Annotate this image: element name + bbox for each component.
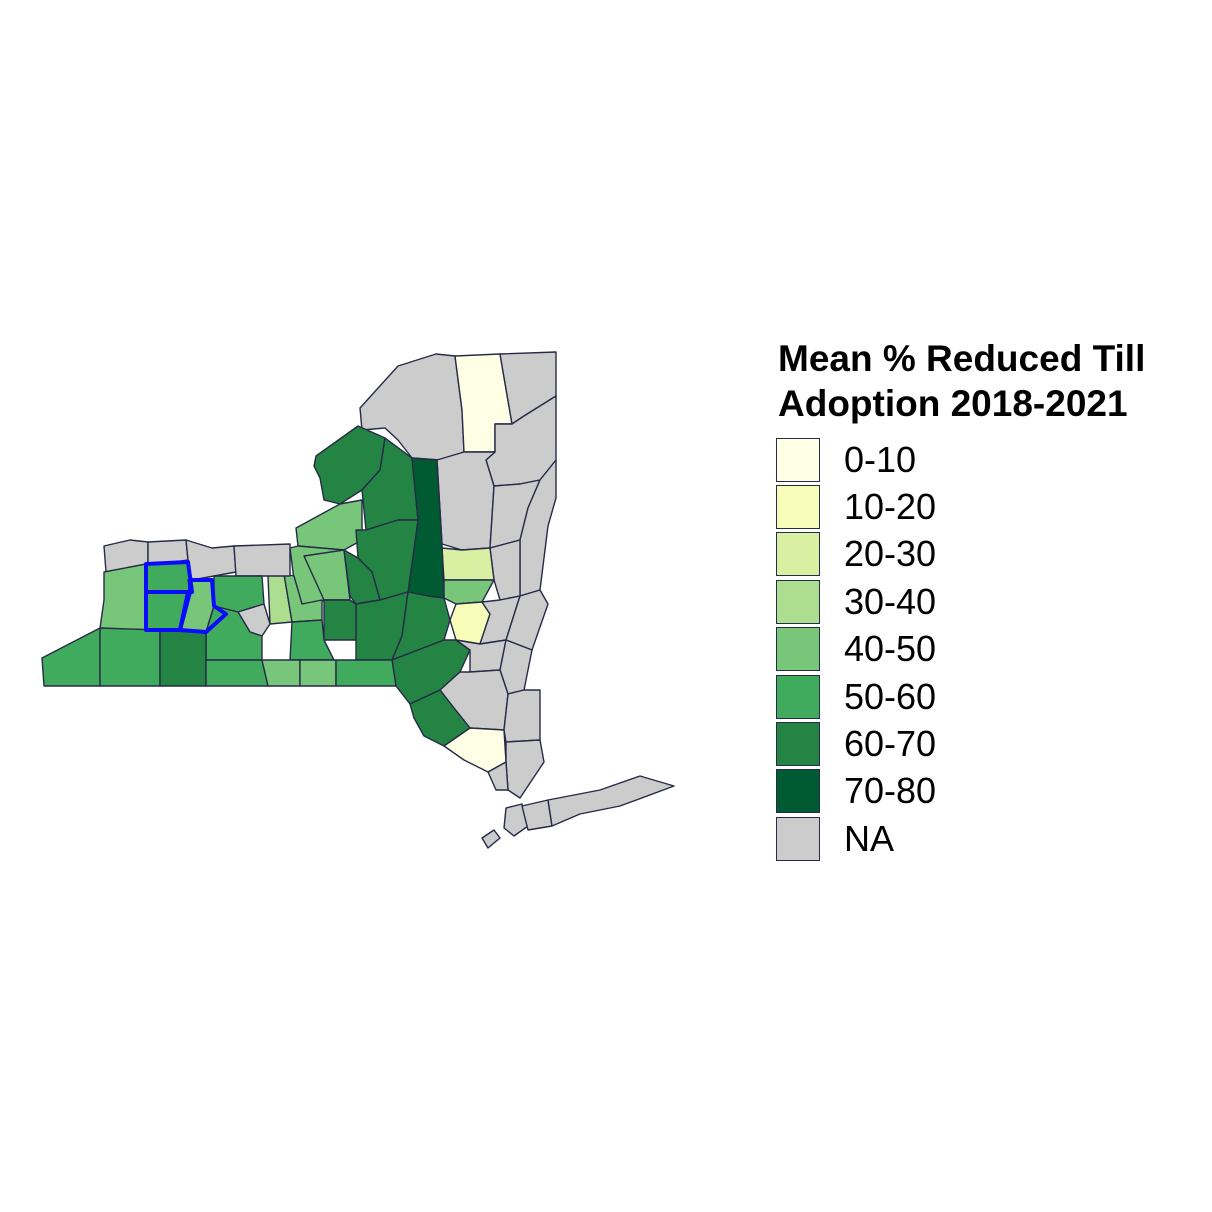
legend-title-line1: Mean % Reduced Till — [778, 338, 1146, 379]
legend-label: 0-10 — [844, 438, 917, 480]
legend-swatch — [776, 437, 820, 482]
highlighted-county-livingston — [178, 578, 228, 634]
legend-swatch — [776, 627, 820, 672]
county-allegany — [159, 629, 207, 687]
legend-item: 10-20 — [776, 483, 1145, 530]
county-chautauqua — [41, 627, 101, 687]
county-saratoga — [489, 539, 521, 601]
county-suffolk — [547, 775, 675, 827]
legend-swatch — [776, 532, 820, 577]
county-hamilton — [436, 451, 496, 551]
county-broome — [335, 659, 397, 687]
county-tompkins-region — [323, 599, 357, 641]
county-nyc — [503, 803, 529, 837]
legend-item: 30-40 — [776, 578, 1145, 625]
legend-item: 50-60 — [776, 673, 1145, 720]
county-oswego — [295, 499, 363, 551]
county-fulton — [441, 547, 495, 581]
county-erie — [99, 563, 147, 631]
legend-label: 70-80 — [844, 770, 937, 812]
legend-item: 40-50 — [776, 626, 1145, 673]
county-jefferson — [313, 425, 386, 505]
county-staten-island — [481, 829, 501, 849]
legend-swatch — [776, 674, 820, 719]
county-rensselaer — [505, 589, 549, 651]
legend-item: NA — [776, 815, 1145, 862]
legend-label: NA — [844, 817, 895, 859]
county-chemung — [261, 659, 301, 687]
county-putnam-westchester — [505, 739, 545, 799]
county-nassau — [521, 799, 553, 831]
county-wayne — [233, 543, 291, 577]
legend-swatch — [776, 579, 820, 624]
legend-label: 30-40 — [844, 580, 937, 622]
legend-label: 40-50 — [844, 628, 937, 670]
legend-label: 10-20 — [844, 486, 937, 528]
county-dutchess — [503, 689, 541, 743]
legend-item: 60-70 — [776, 720, 1145, 767]
legend-item: 70-80 — [776, 768, 1145, 815]
legend-label: 60-70 — [844, 723, 937, 765]
legend-item: 20-30 — [776, 531, 1145, 578]
legend-items: 0-10 10-20 20-30 30-40 40-50 50-60 60-70 70-80 N… — [776, 436, 1145, 863]
map-legend: Mean % Reduced Till Adoption 2018-2021 0… — [776, 336, 1145, 863]
legend-label: 50-60 — [844, 675, 937, 717]
legend-swatch — [776, 816, 820, 861]
legend-label: 20-30 — [844, 533, 937, 575]
county-steuben — [205, 659, 269, 687]
legend-title: Mean % Reduced Till Adoption 2018-2021 — [778, 336, 1145, 426]
county-monroe — [185, 539, 237, 581]
county-montgomery — [443, 579, 495, 605]
legend-item: 0-10 — [776, 436, 1145, 483]
legend-swatch — [776, 722, 820, 767]
county-genesee — [145, 561, 193, 593]
county-rockland — [487, 761, 509, 791]
county-cattaraugus — [99, 627, 161, 687]
legend-swatch — [776, 769, 820, 814]
legend-title-line2: Adoption 2018-2021 — [778, 383, 1128, 424]
legend-swatch — [776, 485, 820, 530]
county-tioga — [299, 659, 337, 687]
county-schuyler-region — [289, 619, 335, 661]
